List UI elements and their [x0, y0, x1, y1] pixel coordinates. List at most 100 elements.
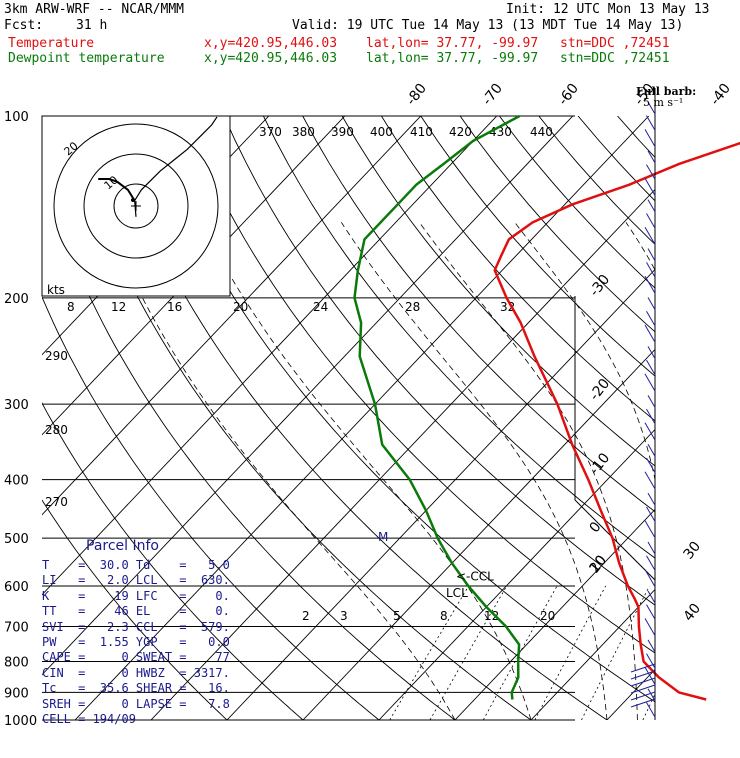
- moist-adiabat: [201, 222, 531, 720]
- theta-label: 380: [292, 125, 315, 139]
- hodograph-start-dot: [131, 198, 135, 202]
- theta-label-left: 280: [45, 423, 68, 437]
- wind-barb: [647, 507, 656, 522]
- temperature-tick-label: -10: [587, 450, 614, 478]
- theta-label-left: 290: [45, 349, 68, 363]
- isotherm-line: [683, 116, 740, 720]
- wind-barb: [647, 213, 656, 228]
- parcel-info-row: K = 19 LFC = 0.: [42, 589, 234, 604]
- hodograph-speed-label: 12: [111, 300, 126, 314]
- theta-label: 410: [410, 125, 433, 139]
- dry-adiabat: [618, 116, 740, 720]
- parcel-info-row: Tc = 35.6 SHEAR = 16.: [42, 681, 234, 696]
- ccl-annotation: <-CCL: [456, 570, 494, 584]
- mixing-annotation: M: [378, 530, 388, 544]
- parcel-info-row: SVI = 2.3 CCL = 579.: [42, 620, 234, 635]
- mixing-ratio-line: [483, 586, 557, 720]
- wind-barb: [645, 521, 655, 538]
- wind-barb: [631, 699, 655, 707]
- wind-barb: [648, 200, 655, 212]
- pressure-tick-label: 1000: [4, 714, 37, 729]
- wind-barb: [648, 444, 655, 456]
- pressure-tick-label: 900: [4, 686, 29, 701]
- hodograph-speed-label: 20: [233, 300, 248, 314]
- wind-barb: [648, 346, 655, 358]
- wind-barb: [648, 542, 655, 554]
- theta-label: 420: [449, 125, 472, 139]
- dry-adiabat: [657, 116, 740, 720]
- pressure-tick-label: 200: [4, 292, 29, 307]
- mixing-ratio-line: [430, 586, 507, 720]
- wind-barb: [647, 409, 656, 424]
- hodograph-speed-label: 28: [405, 300, 420, 314]
- parcel-info-row: CIN = 0 HWBZ = 3317.: [42, 666, 234, 681]
- wind-barb: [648, 298, 655, 310]
- parcel-info-row: T = 30.0 Td = 5.0: [42, 558, 234, 573]
- pressure-tick-label: 700: [4, 620, 29, 635]
- hodograph-units-label: kts: [47, 283, 65, 297]
- moist-adiabat: [626, 222, 709, 720]
- temperature-tick-label: -70: [479, 81, 506, 109]
- theta-label: 390: [331, 125, 354, 139]
- theta-label: 440: [530, 125, 553, 139]
- parcel-info-row: LI = 2.0 LCL = 630.: [42, 573, 234, 588]
- wind-barb: [648, 395, 655, 407]
- temperature-tick-label: -40: [707, 81, 734, 109]
- pressure-tick-label: 400: [4, 474, 29, 489]
- hodograph-speed-label: 16: [167, 300, 182, 314]
- temperature-tick-label: -30: [587, 272, 614, 300]
- dry-adiabat: [185, 116, 740, 720]
- mixing-ratio-label: 20: [540, 609, 555, 623]
- wind-barb: [647, 605, 656, 620]
- hodograph-speed-label: 8: [67, 300, 75, 314]
- dry-adiabat: [696, 116, 740, 720]
- temperature-tick-label: -20: [587, 376, 614, 404]
- parcel-info-row: CELL = 194/09: [42, 712, 234, 727]
- moist-adiabat: [729, 222, 740, 720]
- mixing-ratio-label: 2: [302, 609, 310, 623]
- temperature-tick-label: 30: [681, 539, 705, 563]
- pressure-tick-label: 600: [4, 580, 29, 595]
- wind-barb: [647, 311, 656, 326]
- temperature-tick-label: -80: [403, 81, 430, 109]
- moist-adiabat: [419, 222, 637, 720]
- dry-adiabat: [421, 116, 740, 720]
- theta-label: 400: [370, 125, 393, 139]
- wind-barb: [645, 129, 655, 146]
- wind-barb: [645, 276, 655, 293]
- parcel-info-row: SREH = 0 LAPSE = 7.8: [42, 697, 234, 712]
- wind-barb: [648, 493, 655, 505]
- pressure-tick-label: 100: [4, 110, 29, 125]
- wind-barb: [648, 151, 655, 163]
- parcel-info-row: TT = 46 EL = 0.: [42, 604, 234, 619]
- parcel-info-row: PW = 1.55 YGP = 0.0: [42, 635, 234, 650]
- temperature-tick-label: 20: [587, 552, 611, 576]
- wind-barb: [645, 618, 655, 635]
- dry-adiabat: [381, 116, 740, 720]
- dry-adiabat: [578, 116, 740, 720]
- moist-adiabat: [341, 222, 607, 720]
- wind-barb: [645, 472, 655, 489]
- mixing-ratio-label: 3: [340, 609, 348, 623]
- wind-barb-legend-units: 5 m s⁻¹: [643, 95, 683, 110]
- dry-adiabat: [224, 116, 740, 720]
- wind-barb: [645, 374, 655, 391]
- wind-barb: [631, 692, 655, 700]
- wind-barb: [647, 556, 656, 571]
- pressure-tick-label: 300: [4, 398, 29, 413]
- wind-barb: [647, 116, 656, 131]
- temperature-tick-label: -60: [555, 81, 582, 109]
- lcl-annotation: LCL: [446, 586, 468, 600]
- wind-barb: [645, 178, 655, 195]
- dry-adiabat: [736, 116, 740, 720]
- pressure-tick-label: 500: [4, 532, 29, 547]
- hodograph-speed-label: 24: [313, 300, 328, 314]
- isotherm-line: [303, 116, 740, 720]
- mixing-ratio-label: 5: [393, 609, 401, 623]
- theta-label: 370: [259, 125, 282, 139]
- theta-label-left: 270: [45, 495, 68, 509]
- dry-adiabat: [460, 116, 740, 720]
- wind-barb: [631, 685, 655, 693]
- pressure-tick-label: 800: [4, 655, 29, 670]
